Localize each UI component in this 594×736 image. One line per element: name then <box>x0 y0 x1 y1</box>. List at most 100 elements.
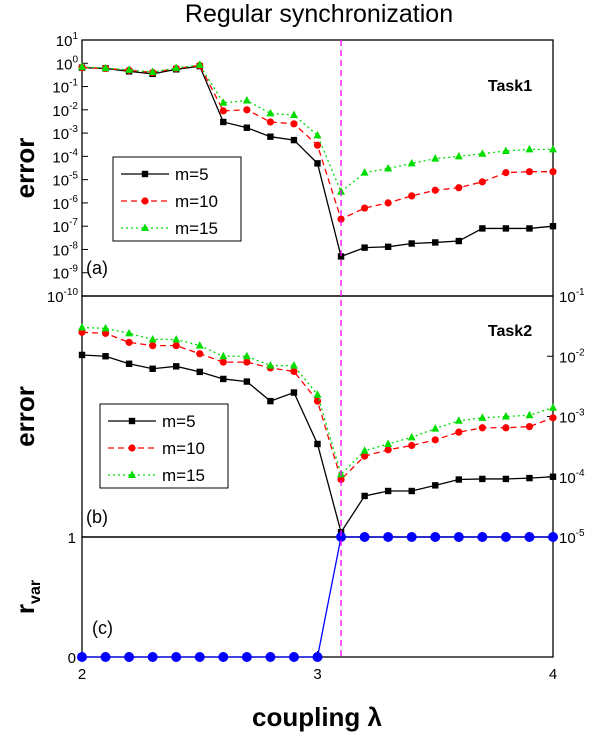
series-m15 <box>78 323 557 478</box>
series-m5 <box>78 351 557 536</box>
series-m15 <box>78 60 557 195</box>
data-point <box>384 487 392 495</box>
data-point <box>454 416 463 424</box>
data-point <box>431 186 439 194</box>
data-point <box>360 168 369 176</box>
data-point <box>78 351 86 359</box>
data-point <box>78 62 86 70</box>
y-tick-label: 10-5 <box>52 171 78 190</box>
data-point <box>148 334 157 343</box>
data-point <box>241 652 252 662</box>
y-tick-label: 0 <box>68 650 76 667</box>
data-point <box>549 403 557 411</box>
data-point <box>288 652 299 662</box>
data-point <box>408 487 415 495</box>
data-point <box>502 169 510 177</box>
legend-entry: m=5 <box>175 165 209 184</box>
y-tick-label: 1 <box>68 530 76 547</box>
data-point <box>313 141 322 149</box>
task-annotation: Task2 <box>488 323 532 340</box>
data-point <box>431 154 440 162</box>
data-point <box>243 358 251 366</box>
y-tick-label: 10-4 <box>559 468 585 487</box>
data-point <box>290 367 298 376</box>
data-point <box>196 350 204 358</box>
data-point <box>453 532 464 542</box>
legend: m=5 m=10 m=15 <box>99 403 229 489</box>
panel-label: (b) <box>86 507 108 527</box>
task-annotation: Task1 <box>488 78 532 95</box>
y-tick-label: 100 <box>56 54 79 73</box>
figure-title: Regular synchronization <box>185 0 453 28</box>
panel-label: (c) <box>92 618 113 638</box>
data-point <box>195 60 204 68</box>
data-point <box>101 323 110 332</box>
data-point <box>361 492 368 500</box>
data-point <box>194 652 205 662</box>
data-point <box>218 652 229 662</box>
legend-marker <box>141 223 149 231</box>
data-point <box>267 397 274 405</box>
data-point <box>526 225 533 232</box>
y-tick-label: 10-8 <box>52 240 78 259</box>
legend: m=5 m=10 m=15 <box>112 156 242 242</box>
data-point <box>478 149 487 157</box>
data-point <box>313 397 322 405</box>
data-point <box>173 363 180 370</box>
data-point <box>314 440 321 448</box>
legend-marker <box>128 444 136 452</box>
data-point <box>455 476 462 483</box>
data-point <box>125 328 134 337</box>
panel-b: 10-1 10-2 10-3 10-4 10-5 error Task2 (b) m=5 m=10… <box>10 287 585 547</box>
data-point <box>195 341 204 349</box>
data-point <box>101 329 110 337</box>
data-point <box>147 652 158 662</box>
data-point <box>526 474 533 482</box>
data-point <box>455 428 463 436</box>
data-point <box>525 144 534 153</box>
data-point <box>124 652 135 662</box>
data-point <box>455 237 462 245</box>
data-point <box>501 412 510 420</box>
data-point <box>478 413 487 421</box>
data-point <box>525 410 534 419</box>
data-point <box>219 358 227 366</box>
data-point <box>219 351 228 360</box>
data-point <box>502 424 510 432</box>
y-tick-label: 10-1 <box>559 287 585 306</box>
panel-a: 101 100 10-1 10-2 10-3 10-4 10-5 10-6 10-7 10-8 10… <box>10 31 557 306</box>
x-tick-label: 2 <box>78 666 86 683</box>
data-point <box>549 222 557 230</box>
data-point <box>219 107 227 115</box>
data-point <box>290 389 298 396</box>
series-line <box>81 64 553 193</box>
data-point <box>408 441 416 450</box>
y-axis-label: rvar <box>10 580 44 614</box>
data-point <box>337 215 345 223</box>
data-point <box>384 243 392 251</box>
panels: 10110010-110-210-310-410-510-610-710-810… <box>10 31 585 683</box>
data-point <box>242 351 251 360</box>
data-point <box>266 118 274 126</box>
data-point <box>430 532 441 542</box>
data-point <box>383 532 394 542</box>
legend-box <box>112 156 242 242</box>
data-point <box>502 475 510 483</box>
data-point <box>336 532 347 542</box>
y-tick-label: 10-6 <box>52 194 78 213</box>
data-point <box>77 652 87 662</box>
data-point <box>477 532 488 542</box>
data-point <box>502 225 510 232</box>
data-point <box>102 353 109 360</box>
data-point <box>243 124 251 131</box>
legend-marker <box>128 470 136 478</box>
legend-entry: m=5 <box>162 412 196 431</box>
data-point <box>478 424 486 432</box>
data-point <box>384 164 393 172</box>
data-point <box>313 130 322 139</box>
data-point <box>549 144 557 153</box>
data-point <box>406 532 417 542</box>
data-point <box>524 532 535 542</box>
data-point <box>242 96 251 104</box>
